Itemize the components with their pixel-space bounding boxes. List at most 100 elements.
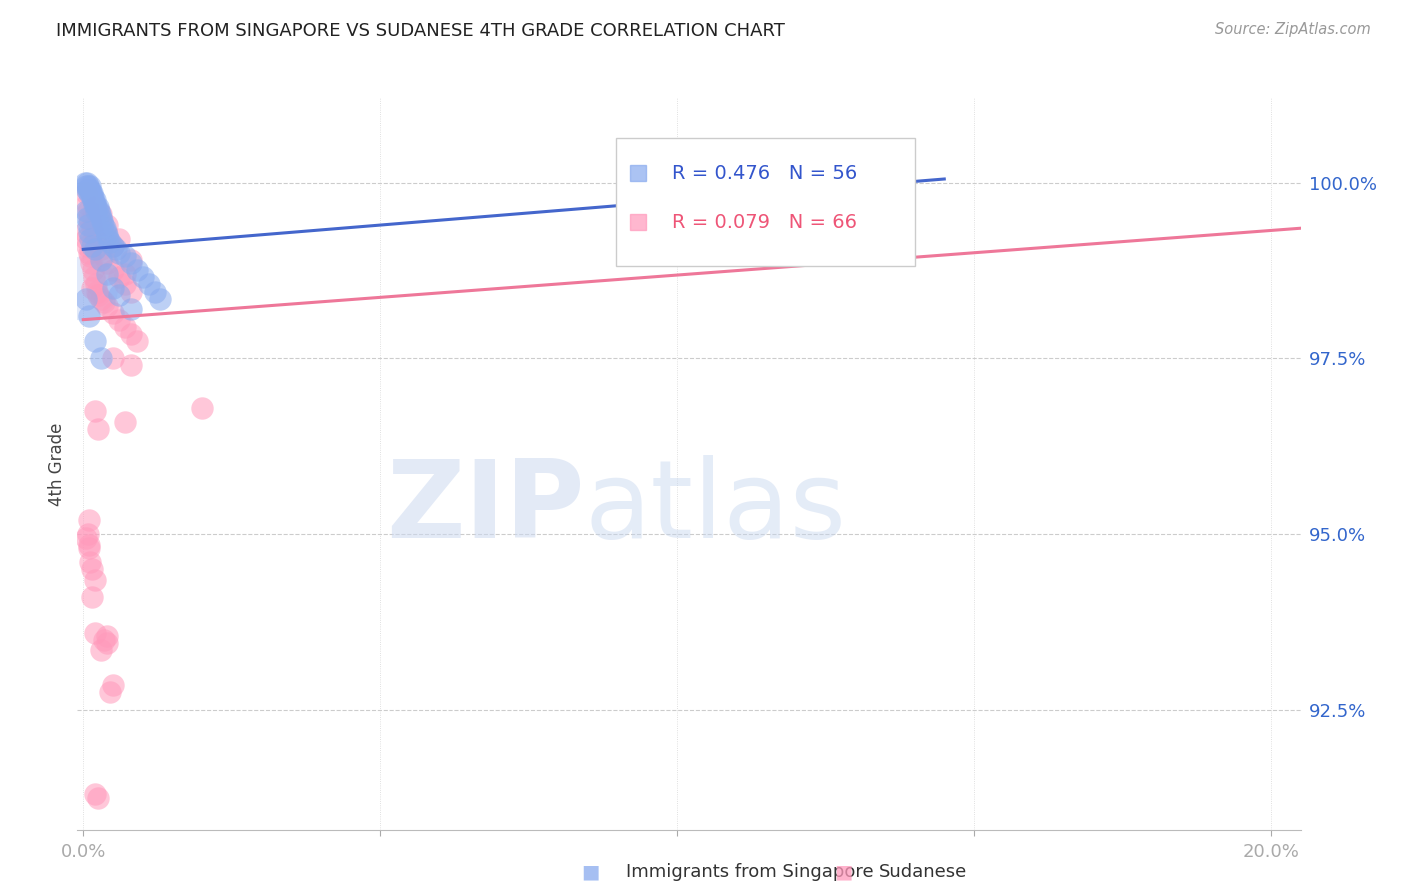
Point [80,256,103,270]
Point [93,249,115,263]
Point [83,196,105,211]
Point [77,179,100,194]
Point [84,228,107,243]
Text: ZIP: ZIP [387,455,585,561]
Point [90,643,112,657]
Point [82,281,104,295]
Point [84,200,107,214]
Point [98,235,121,250]
Point [101,239,124,253]
Point [83,270,105,285]
Point [90,252,112,267]
Point [77,211,100,225]
Point [77,225,100,239]
Text: ■: ■ [834,863,853,882]
Point [84,573,107,587]
Text: ■: ■ [581,863,600,882]
Point [125,334,148,348]
Point [93,218,115,232]
Point [90,243,112,257]
Point [125,263,148,277]
Point [76,196,98,211]
Point [87,288,110,302]
Text: Sudanese: Sudanese [879,863,967,881]
Point [79,183,101,197]
Point [86,285,108,299]
Point [73,225,96,239]
Point [76,183,98,197]
Point [77,513,100,527]
Point [86,203,108,218]
Point [108,270,131,285]
Point [76,239,98,253]
Point [120,252,142,267]
Point [77,218,100,232]
Point [96,256,118,270]
Point [96,636,118,650]
Point [90,351,112,366]
Point [76,176,98,190]
Point [79,249,101,263]
Point [101,351,124,366]
Point [98,685,121,699]
Point [87,791,110,805]
Point [93,632,115,647]
Point [131,270,153,285]
Point [108,288,131,302]
Point [108,245,131,260]
Text: Immigrants from Singapore: Immigrants from Singapore [626,863,873,881]
Point [120,326,142,341]
Point [77,186,100,200]
Text: atlas: atlas [585,455,846,561]
Point [149,292,172,306]
Point [82,221,104,235]
Point [114,415,136,429]
Point [76,211,98,225]
Point [84,243,107,257]
Point [96,629,118,643]
Point [96,267,118,281]
Point [87,422,110,436]
Point [75,186,97,200]
Point [73,176,96,190]
Point [82,239,104,253]
Point [77,309,100,323]
Point [82,189,104,203]
Point [84,277,107,292]
Point [82,591,104,605]
Point [96,228,118,243]
Point [80,186,103,200]
Point [90,207,112,221]
Point [120,302,142,317]
Point [83,193,105,207]
Point [94,225,117,239]
Y-axis label: 4th Grade: 4th Grade [48,422,66,506]
FancyBboxPatch shape [616,138,915,267]
Point [120,359,142,373]
Point [143,285,166,299]
Point [84,334,107,348]
Point [84,404,107,418]
Point [101,305,124,319]
Point [75,232,97,246]
Point [77,245,100,260]
Text: R = 0.079   N = 66: R = 0.079 N = 66 [672,213,856,232]
Point [138,277,160,292]
Point [101,239,124,253]
Point [82,263,104,277]
Point [79,179,101,194]
Point [84,788,107,802]
Point [114,319,136,334]
Point [79,555,101,569]
Point [82,562,104,576]
Point [97,232,120,246]
Point [114,277,136,292]
Point [108,312,131,326]
Point [84,625,107,640]
Point [84,196,107,211]
Point [101,263,124,277]
Point [77,203,100,218]
Point [93,295,115,310]
Point [91,214,114,228]
Point [114,267,136,281]
